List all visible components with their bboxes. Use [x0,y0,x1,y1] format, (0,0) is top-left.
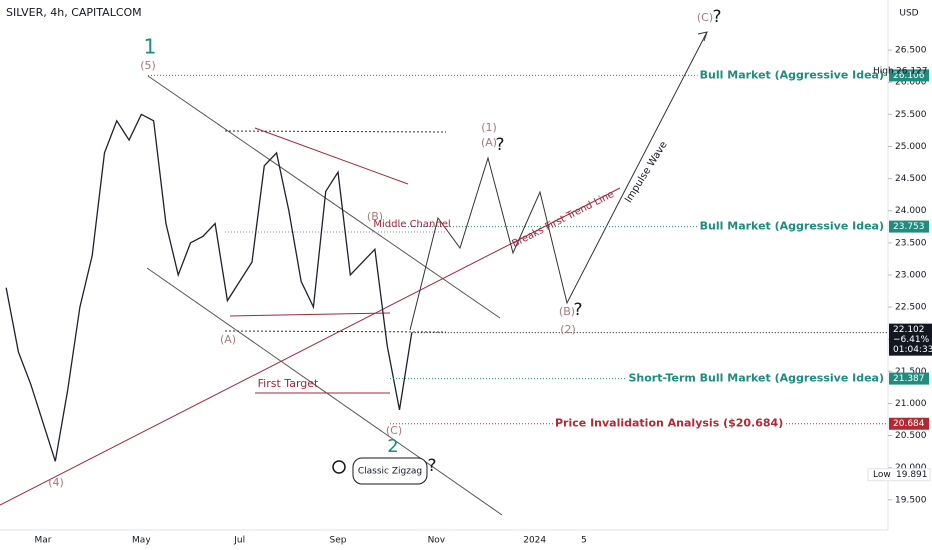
x-tick-label: 5 [581,536,587,546]
y-tick-label: 26.000 [895,78,927,88]
annotation: ? [573,300,582,320]
level-tag [889,69,929,82]
annotation: (B) [367,210,383,223]
price-line [5,113,413,462]
y-tick-label: 22.500 [895,303,927,313]
x-tick-label: Jul [233,536,245,546]
y-tick-label: 25.500 [895,110,927,120]
countdown: 01:04:33 [893,345,932,355]
level-label: Price Invalidation Analysis ($20.684) [555,417,783,430]
level-label: Short-Term Bull Market (Aggressive Idea) [629,372,885,385]
channel-line [146,267,503,516]
arrow-head [697,31,708,42]
label-bg [626,371,886,385]
annotation: Classic Zigzag [358,467,422,477]
level-tag [889,372,929,385]
label-bg [553,416,786,430]
y-tick-label: 20.500 [895,431,927,441]
y-tick-label: 23.500 [895,238,927,248]
annotation: (1) [481,121,497,134]
annotation: (2) [560,323,576,336]
annotation: Middle Channel [373,219,450,230]
y-tick-label: 21.000 [895,399,927,409]
level-tag [889,220,929,233]
label-bg [697,219,886,233]
x-tick-label: Sep [330,536,347,546]
x-tick-label: Nov [428,536,446,546]
y-tick-label: 19.500 [895,495,927,505]
level-value: 26.106 [893,71,925,81]
trend-line [0,187,621,506]
annotation: 1 [144,35,157,59]
y-tick-label: 24.000 [895,206,927,216]
trend-line [229,312,391,317]
annotation: (C) [697,11,713,24]
annotation: (4) [48,476,64,489]
annotation: ? [495,135,504,155]
last-change: −6.41% [893,335,930,345]
annotation: 2 [387,436,398,457]
y-tick-label: 24.500 [895,174,927,184]
annotation: (A) [481,136,497,149]
trend-line [254,127,409,185]
high-value: 26.127 [896,67,928,77]
level-label: Bull Market (Aggressive Idea) [700,220,884,233]
annotation: (A) [220,333,236,346]
level-label: Bull Market (Aggressive Idea) [700,68,884,81]
annotation: (5) [140,59,156,72]
y-tick-label: 21.500 [895,367,927,377]
y-tick-label: 20.000 [895,463,927,473]
x-tick-label: 2024 [523,536,546,546]
y-tick-label: 23.000 [895,270,927,280]
price-axis [888,0,932,550]
level-line [224,130,447,133]
channel-line [147,75,501,319]
annotation: Breaks First Trend Line [510,189,616,250]
level-value: 20.684 [893,419,925,429]
label-bg [697,68,886,82]
y-tick-label: 26.500 [895,46,927,56]
level-line [224,330,447,333]
high-label: High [873,67,894,77]
level-value: 23.753 [893,222,925,232]
currency: USD [899,9,918,19]
low-label: Low [873,470,891,480]
annotation: ? [427,456,436,476]
annotation: (C) [386,424,402,437]
last-price-tag [889,323,932,356]
bulb-icon [332,460,346,474]
low-value: 19.891 [896,470,928,480]
y-tick-label: 25.000 [895,142,927,152]
annotation: First Target [258,377,319,390]
chart-title: SILVER, 4h, CAPITALCOM [6,6,142,19]
last-price: 22.102 [893,325,925,335]
drawings [0,31,708,516]
callout-box [352,457,428,485]
x-tick-label: May [132,536,151,546]
level-value: 21.387 [893,374,925,384]
wave-projection [409,31,708,331]
annotation: (B) [559,305,575,318]
level-tag [889,417,929,430]
x-tick-label: Mar [35,536,52,546]
annotation: ? [712,7,721,27]
low-box [867,468,931,482]
